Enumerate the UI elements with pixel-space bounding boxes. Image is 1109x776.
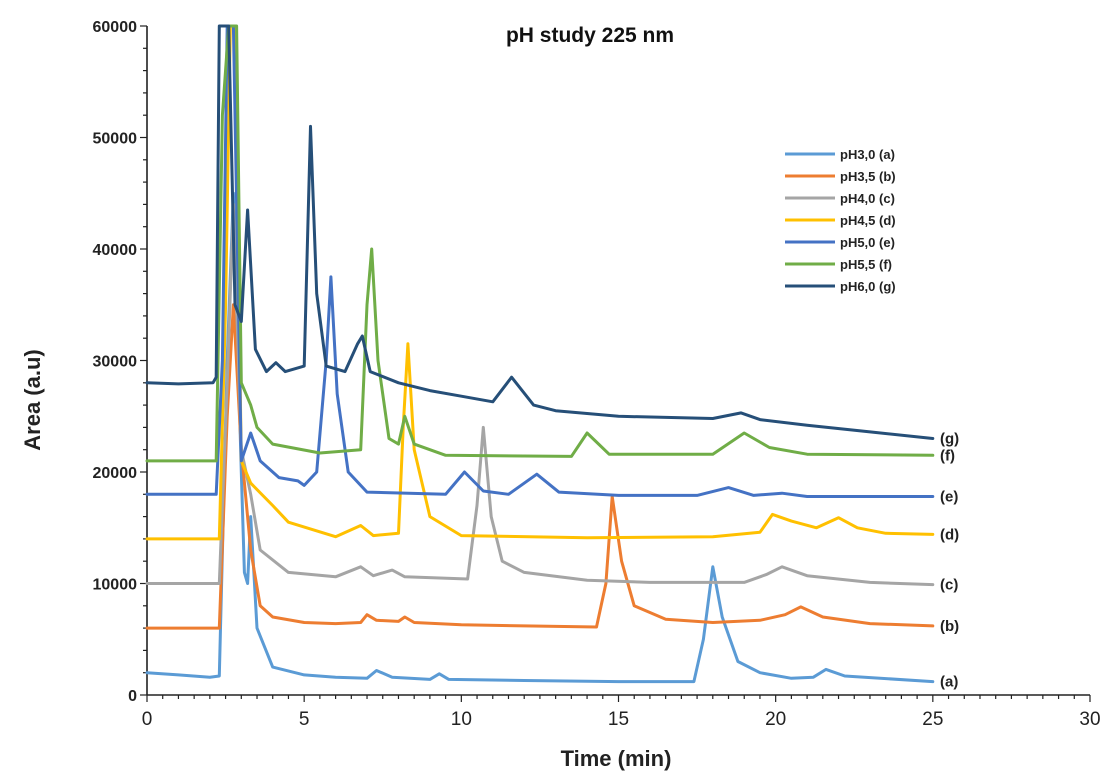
y-tick-label: 10000	[93, 577, 138, 594]
x-tick-label: 15	[608, 709, 629, 730]
series-line-4	[145, 24, 935, 541]
series-end-label: (e)	[940, 489, 958, 506]
series-end-label: (d)	[940, 526, 959, 543]
series-end-label: (a)	[940, 674, 958, 691]
x-tick-label: 25	[922, 709, 943, 730]
y-axis-title: Area (a.u)	[20, 349, 45, 450]
legend-label: pH4,5 (d)	[840, 213, 896, 228]
legend-label: pH6,0 (g)	[840, 279, 896, 294]
series-end-label: (g)	[940, 431, 959, 448]
series-line-6	[145, 24, 935, 463]
axes-layer: 0 5 10 15 20 25 30 0 10000 20000 30000 40000 50000 60…	[93, 19, 1101, 730]
legend-label: pH5,5 (f)	[840, 257, 892, 272]
y-tick-label: 50000	[93, 131, 138, 148]
x-axis-title: Time (min)	[561, 746, 672, 771]
series-layer	[145, 24, 935, 684]
y-tick-label: 60000	[93, 19, 138, 36]
legend-label: pH3,5 (b)	[840, 169, 896, 184]
chart-title: pH study 225 nm	[506, 24, 674, 47]
x-tick-label: 0	[142, 709, 153, 730]
legend: pH3,0 (a) pH3,5 (b) pH4,0 (c) pH4,5 (d) pH5,…	[785, 147, 896, 294]
x-tick-label: 20	[765, 709, 786, 730]
series-end-labels: (a) (b) (c) (d) (e) (f)(g)	[940, 431, 959, 691]
y-tick-label: 0	[128, 688, 137, 705]
series-line-3	[145, 202, 935, 587]
y-tick-label: 40000	[93, 242, 138, 259]
series-end-label: (b)	[940, 618, 959, 635]
legend-label: pH4,0 (c)	[840, 191, 895, 206]
x-tick-label: 30	[1079, 709, 1100, 730]
series-line-7	[145, 24, 935, 440]
y-tick-label: 30000	[93, 354, 138, 371]
series-end-label: (c)	[940, 577, 958, 594]
x-tick-label: 10	[451, 709, 472, 730]
legend-label: pH3,0 (a)	[840, 147, 895, 162]
legend-label: pH5,0 (e)	[840, 235, 895, 250]
y-tick-label: 20000	[93, 465, 138, 482]
series-end-label: (f)	[940, 447, 955, 464]
x-tick-label: 5	[299, 709, 310, 730]
